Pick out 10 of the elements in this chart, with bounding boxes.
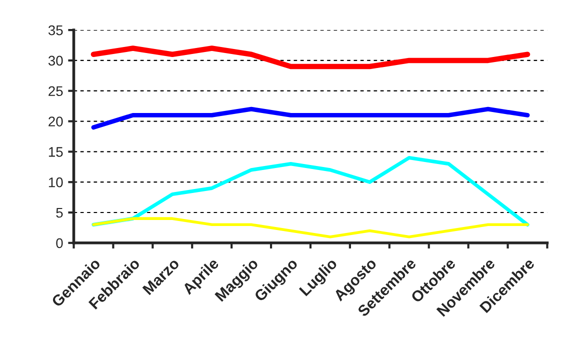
line-series	[92, 217, 529, 238]
line-series	[92, 156, 530, 226]
y-tick-label: 5	[56, 208, 63, 218]
y-tick-label: 25	[48, 86, 63, 96]
y-tick-label: 35	[48, 25, 63, 36]
y-tick-label: 0	[56, 238, 63, 248]
y-tick-label: 15	[48, 147, 63, 157]
y-tick-label: 10	[48, 177, 63, 188]
y-tick-label: 30	[48, 56, 63, 66]
y-tick-label: 20	[48, 116, 63, 126]
